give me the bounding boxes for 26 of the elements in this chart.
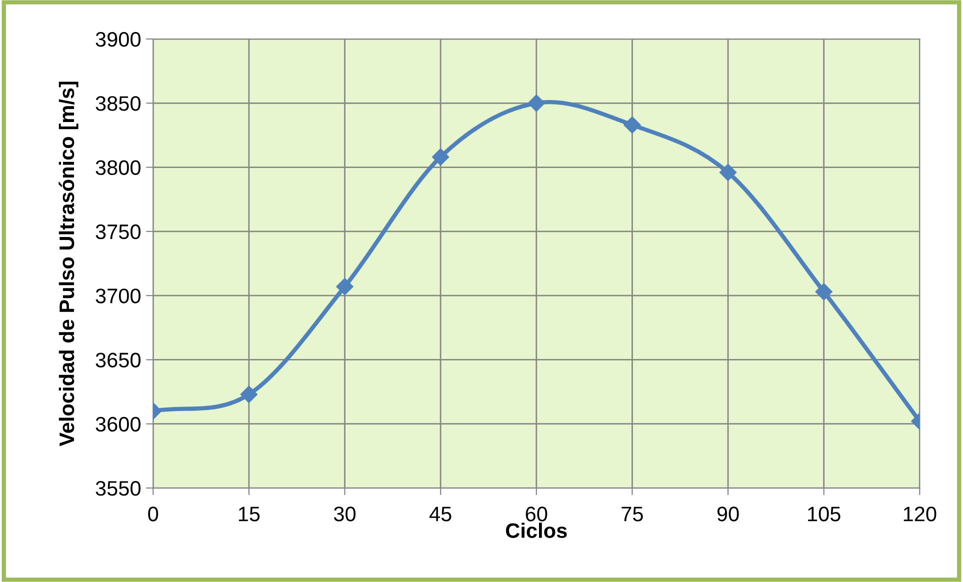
point	[815, 283, 832, 300]
y-axis-title: Velocidad de Pulso Ultrasónico [m/s]	[58, 82, 78, 446]
x-tick-label: 45	[429, 506, 452, 522]
y-tick-label: 3850	[96, 96, 140, 111]
x-tick-label: 15	[238, 506, 260, 522]
x-axis-title: Ciclos	[506, 522, 567, 538]
point	[432, 148, 450, 166]
y-tick-label: 3750	[96, 224, 140, 240]
x-tick-label: 60	[526, 506, 548, 522]
y-tick-label: 3550	[96, 481, 140, 496]
x-tick-label: 0	[148, 506, 158, 522]
y-tick-label: 3800	[96, 160, 140, 176]
x-tick-label: 30	[334, 506, 356, 522]
y-tick-label: 3900	[96, 32, 140, 47]
point	[336, 278, 354, 296]
x-tick-label: 75	[622, 506, 643, 522]
point	[240, 386, 258, 403]
y-tick-label: 3700	[96, 288, 140, 304]
x-tick-label: 90	[717, 506, 739, 522]
y-tick-label: 3600	[96, 416, 140, 432]
point	[624, 116, 641, 134]
y-tick-label: 3650	[96, 352, 140, 368]
x-tick-label: 105	[808, 506, 840, 522]
point	[528, 94, 545, 112]
point	[719, 164, 737, 181]
x-tick-label: 120	[904, 506, 936, 522]
